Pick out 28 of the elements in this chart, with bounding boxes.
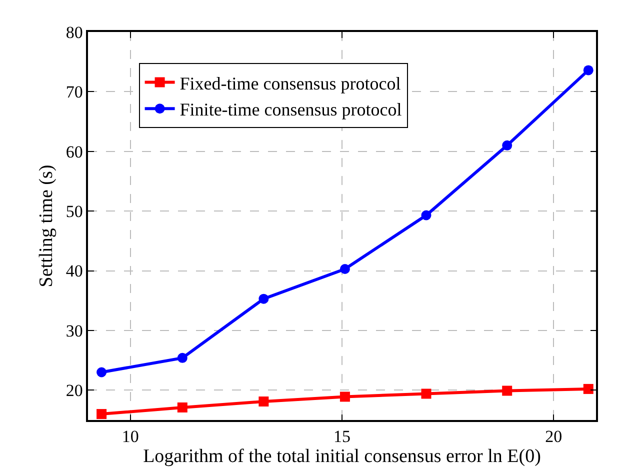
point	[583, 384, 594, 394]
point	[258, 294, 269, 304]
y-tick-label: 80	[66, 22, 83, 42]
point	[258, 396, 269, 406]
point	[502, 140, 512, 150]
y-tick-label: 20	[66, 381, 83, 400]
y-tick-label: 40	[66, 262, 83, 281]
y-axis-title: Settling time (s)	[36, 164, 58, 288]
point	[177, 402, 188, 412]
point	[502, 386, 512, 396]
y-tick-label: 50	[66, 202, 83, 222]
point	[340, 392, 350, 402]
y-tick-label: 70	[66, 82, 83, 102]
x-tick-label: 15	[334, 427, 350, 446]
point	[177, 352, 188, 363]
y-tick-label: 30	[66, 321, 83, 340]
point	[421, 210, 432, 220]
y-tick-label: 60	[66, 142, 83, 162]
point	[96, 367, 107, 378]
point	[421, 388, 432, 399]
point	[96, 409, 107, 420]
x-tick-label: 10	[122, 427, 139, 446]
x-axis-title: Logarithm of the total initial consensus error ln E(0)	[143, 446, 541, 468]
legend-label: Finite-time consensus protocol	[180, 100, 402, 120]
point	[340, 264, 350, 274]
legend-label: Fixed-time consensus protocol	[180, 73, 401, 94]
point	[583, 65, 594, 76]
x-tick-label: 20	[545, 427, 562, 446]
